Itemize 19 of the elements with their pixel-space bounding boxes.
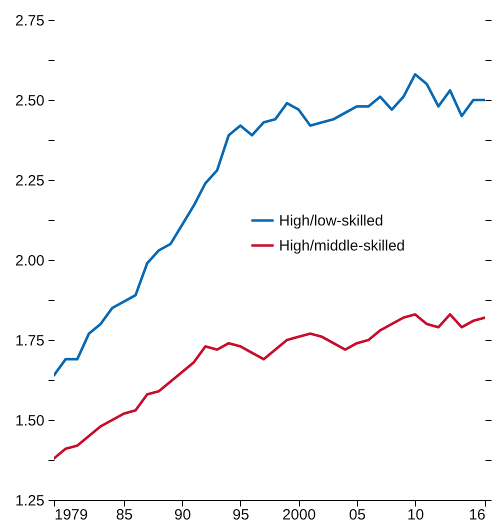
x-tick-label: 85 — [116, 506, 133, 524]
y-tick-label: 1.75 — [15, 332, 44, 350]
x-tick-label: 2000 — [282, 506, 316, 524]
x-tick-label: 1979 — [54, 506, 88, 524]
y-tick-label: 1.50 — [15, 412, 44, 430]
x-tick-label: 16 — [468, 506, 486, 524]
y-tick-label: 2.50 — [15, 92, 44, 110]
line-series — [54, 313, 485, 460]
x-tick-label: 90 — [174, 506, 191, 524]
y-tick-label: 1.25 — [15, 492, 44, 510]
x-tick-label: 10 — [407, 506, 424, 524]
y-tick-label: 2.00 — [15, 252, 44, 270]
x-tick-label: 05 — [349, 506, 366, 524]
legend-label: High/middle-skilled — [279, 238, 405, 254]
y-tick-label: 2.25 — [15, 172, 44, 190]
x-tick-label: 95 — [232, 506, 250, 524]
legend-label: High/low-skilled — [279, 212, 384, 230]
line-series — [54, 73, 485, 376]
y-tick-label: 2.75 — [15, 12, 44, 30]
